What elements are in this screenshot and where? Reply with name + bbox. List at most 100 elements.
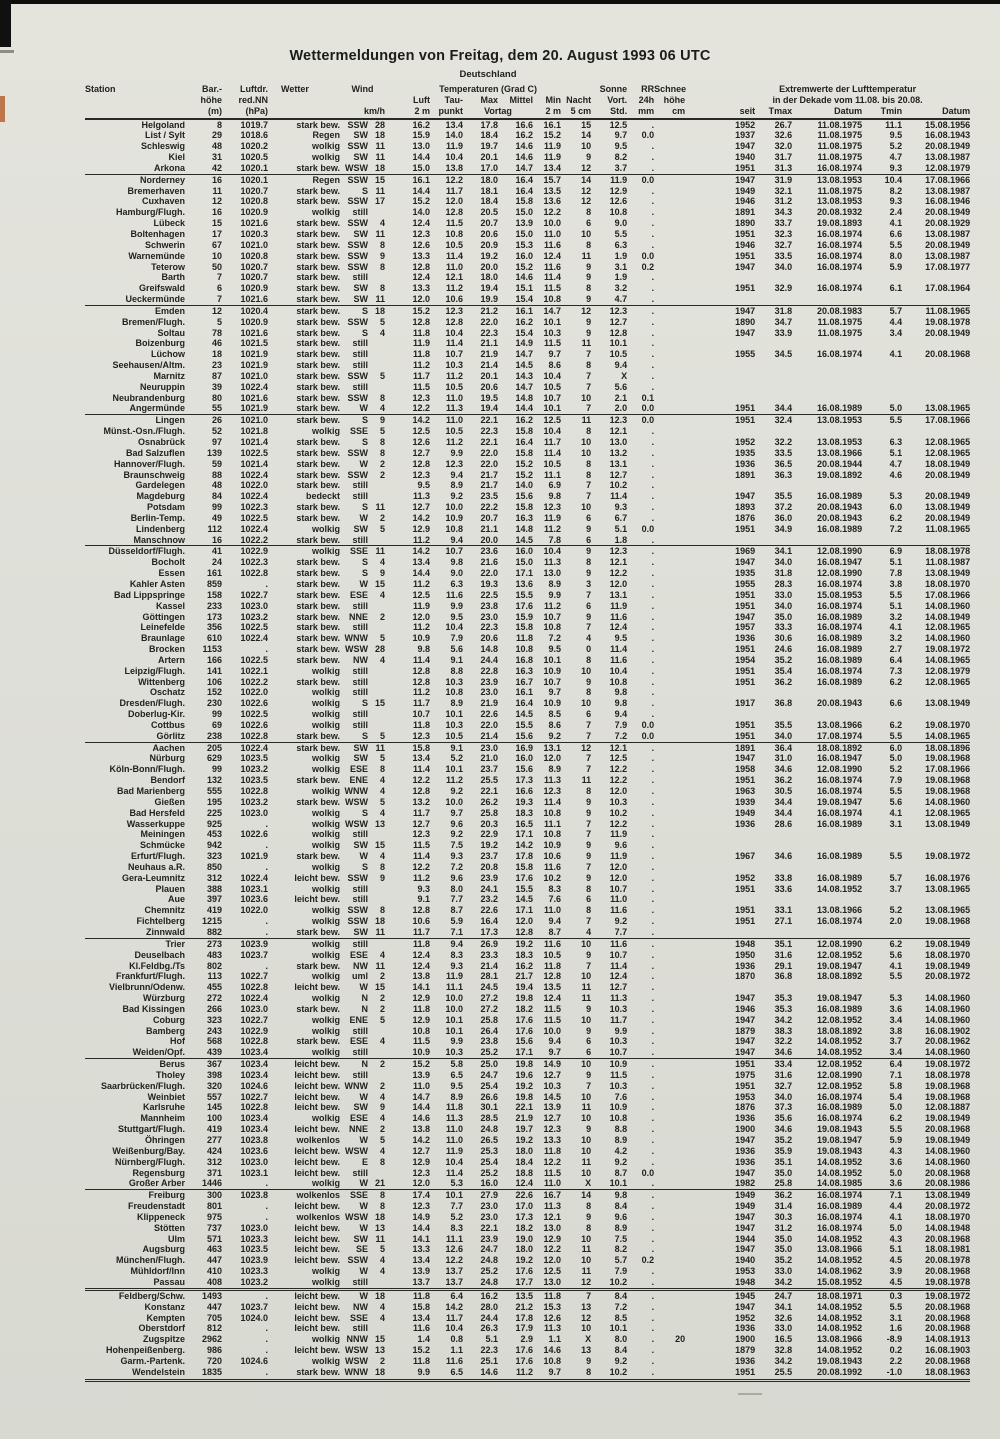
- cell-max-vortag: 25.0: [463, 1058, 499, 1070]
- cell-tmax: 33.5: [774, 447, 793, 458]
- cell-tmin-datum: [902, 829, 970, 840]
- table-row: Cuxhaven 12 1020.8 stark bew. SSW 17 15.2 12.0 1…: [85, 196, 970, 207]
- cell-hoehe-m: 42: [211, 162, 222, 173]
- cell-luftdruck-hpa: 1021.5: [240, 338, 268, 349]
- cell-wind-kmh: 5: [380, 523, 386, 534]
- cell-tmax: 37.2: [774, 502, 793, 513]
- cell-luft-2m: 12.2: [412, 861, 431, 872]
- cell-tmin-datum: 19.08.1978: [925, 1276, 971, 1287]
- cell-wetter: stark bew.: [268, 414, 340, 427]
- cell-tmin: 5.5: [889, 971, 903, 982]
- cell-sonne-vortag-std: 11.9: [610, 851, 628, 862]
- cell-seit: 1969: [685, 545, 756, 558]
- cell-tmin: [862, 371, 902, 382]
- cell-tmin: 4.4: [889, 316, 903, 327]
- cell-mittel: 19.2: [515, 1080, 534, 1091]
- cell-max-vortag: 22.3: [480, 426, 499, 437]
- cell-taupunkt: 10.3: [445, 719, 464, 730]
- cell-mittel: 18.8: [515, 1167, 534, 1178]
- cell-mittel: 17.6: [515, 1014, 534, 1025]
- cell-nacht-5cm: 6: [586, 218, 592, 229]
- cell-tmin: 4.4: [889, 1201, 903, 1212]
- cell-hoehe-m: 55: [211, 403, 222, 414]
- cell-nacht-5cm: 10: [581, 1145, 592, 1156]
- cell-tmin: [862, 894, 902, 905]
- cell-tmin: 6.2: [862, 937, 903, 950]
- cell-hoehe-m: 16: [185, 173, 222, 186]
- cell-mittel: 16.9: [498, 741, 534, 754]
- cell-mittel: 12.0: [515, 916, 534, 927]
- cell-luftdruck-hpa: 1022.5: [240, 709, 268, 720]
- cell-tmax-datum: 16.08.1974: [792, 1189, 863, 1202]
- cell-taupunkt: 11.6: [445, 589, 464, 600]
- cell-taupunkt: 10.3: [445, 676, 464, 687]
- cell-tmax-datum: 20.08.1943: [817, 698, 863, 709]
- cell-tmax: 34.4: [774, 796, 793, 807]
- cell-tmax-datum: [792, 709, 862, 720]
- cell-mittel: 15.2: [515, 261, 534, 272]
- cell-station: Meiningen: [140, 829, 186, 840]
- cell-wetter: stark bew.: [296, 437, 340, 447]
- cell-seit: 1953: [735, 1266, 756, 1277]
- cell-rr-24h-mm: .: [651, 775, 655, 786]
- cell-mittel: 14.0: [515, 480, 534, 491]
- cell-rr-24h-mm: .: [651, 807, 655, 818]
- cell-hoehe-m: 15: [211, 218, 222, 229]
- table-row: Lingen 26 1021.0 stark bew. S 9 14.2 11.0 22.1 16…: [85, 414, 971, 427]
- cell-tmin: 5.6: [889, 796, 903, 807]
- cell-wind-kmh: 4: [380, 327, 386, 338]
- cell-wind-kmh: 4: [380, 851, 386, 862]
- cell-luft-2m: 14.0: [412, 207, 431, 218]
- cell-station: Regensburg: [132, 1167, 185, 1178]
- cell-nacht-5cm: 14: [561, 173, 592, 186]
- cell-sonne-vortag-std: 12.0: [609, 861, 628, 872]
- cell-station: Düsseldorf/Flugh.: [85, 545, 185, 558]
- cell-schneehoehe-cm: [654, 371, 685, 382]
- table-row: Gera-Leumnitz 312 1022.4 leicht bew. SSW 9 11.…: [85, 873, 970, 884]
- cell-luft-2m: 12.9: [412, 993, 431, 1004]
- cell-max-vortag: 21.4: [480, 730, 499, 741]
- cell-tmax-datum: 19.08.1893: [817, 218, 863, 229]
- cell-min-2m: 10.1: [543, 316, 562, 327]
- cell-rr-24h-mm: .: [651, 141, 655, 152]
- cell-min-2m: 10.8: [543, 829, 562, 840]
- cell-hoehe-m: 49: [211, 512, 222, 523]
- cell-wind-kmh: 13: [375, 1345, 386, 1356]
- cell-nacht-5cm: 10: [581, 1091, 592, 1102]
- cell-wind-richtung: still: [352, 687, 368, 698]
- cell-mittel: 17.7: [515, 1276, 534, 1287]
- table-row: Coburg 323 1022.7 wolkig ENE 5 12.9 10.1 25.8 17.…: [85, 1015, 970, 1026]
- cell-max-vortag: 23.0: [480, 611, 499, 622]
- cell-seit: 1951: [735, 283, 756, 294]
- table-row: Fichtelberg 1215. wolkig SSW 18 10.6 5.9 16.4 12…: [85, 916, 970, 927]
- cell-mittel: 17.8: [515, 851, 534, 862]
- cell-sonne-vortag-std: 2.1: [614, 392, 628, 403]
- table-row: Hamburg/Flugh. 16 1020.9 wolkig still 14.0 12.…: [85, 207, 970, 218]
- cell-mittel: 16.1: [498, 304, 534, 317]
- cell-rr-24h-mm: 0.0: [641, 403, 655, 414]
- cell-tmin-datum: 20.08.1968: [925, 1233, 971, 1244]
- cell-hoehe-m: 7: [216, 294, 222, 305]
- cell-wind-kmh: [368, 207, 385, 218]
- cell-rr-24h-mm: .: [651, 1014, 655, 1025]
- cell-station: Würzburg: [143, 993, 185, 1004]
- cell-luftdruck-hpa: .: [265, 1201, 268, 1212]
- cell-min-2m: 10.5: [543, 458, 562, 469]
- cell-nacht-5cm: 4: [586, 926, 592, 937]
- cell-station: Freudenstadt: [127, 1201, 185, 1212]
- cell-mittel: 14.4: [515, 403, 534, 414]
- cell-taupunkt: 12.8: [445, 207, 464, 218]
- cell-tmin-datum: 17.08.1966: [902, 173, 971, 186]
- cell-hoehe-m: 48: [211, 141, 222, 152]
- cell-mittel: 15.1: [515, 283, 534, 294]
- cell-max-vortag: 28.1: [480, 971, 499, 982]
- cell-sonne-vortag-std: 11.4: [610, 960, 628, 971]
- cell-tmin-datum: 12.08.1965: [925, 676, 971, 687]
- cell-tmax-datum: 16.08.1989: [817, 654, 863, 665]
- cell-rr-24h-mm: .: [651, 1301, 655, 1312]
- cell-schneehoehe-cm: [654, 262, 685, 273]
- cell-tmax-datum: [792, 480, 862, 491]
- cell-max-vortag: 23.7: [480, 851, 499, 862]
- cell-wind-richtung: ENE: [349, 775, 368, 786]
- cell-nacht-5cm: 10: [581, 1233, 592, 1244]
